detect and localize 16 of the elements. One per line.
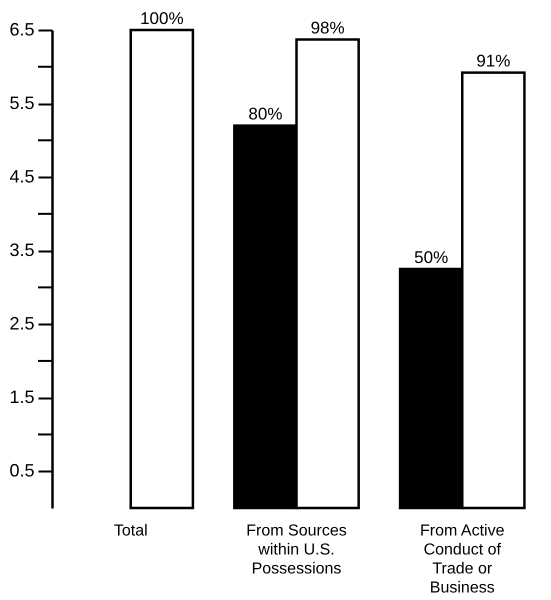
annotation: 91% — [476, 52, 510, 71]
x-tick-label: Total — [114, 522, 148, 540]
y-tick-label: 6.5 — [9, 20, 34, 40]
annotation: 98% — [310, 18, 345, 38]
y-tick-label: 0.5 — [9, 460, 34, 481]
bar — [129, 28, 194, 510]
y-tick-label: 2.5 — [9, 314, 34, 334]
annotation: 100% — [140, 9, 184, 28]
x-tick-label: From Active Conduct of Trade or Business — [420, 522, 505, 596]
y-tick-label: 4.5 — [9, 166, 34, 187]
x-tick-label: From Sources within U.S. Possessions — [246, 522, 347, 578]
annotation: 80% — [248, 104, 282, 124]
y-tick-label: 1.5 — [9, 387, 34, 408]
y-tick-label: 5.5 — [9, 93, 34, 114]
y-tick-label: 3.5 — [9, 240, 34, 260]
annotation: 50% — [414, 248, 448, 267]
